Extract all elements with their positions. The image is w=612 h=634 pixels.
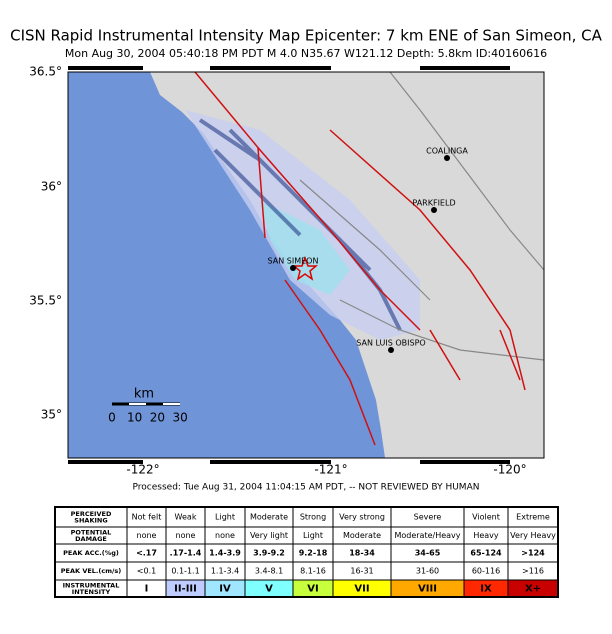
legend-cell-text: >124 <box>521 549 545 558</box>
legend-cell-text: none <box>176 531 196 540</box>
legend-cell-text: 16-31 <box>350 567 373 576</box>
legend-cell-text: >116 <box>522 567 544 576</box>
legend-border <box>54 506 559 598</box>
legend-cell-text: Extreme <box>516 513 550 522</box>
legend-cell-text: Heavy <box>473 531 499 540</box>
epicenter-star <box>291 255 319 281</box>
legend-cell-text: 8.1-16 <box>300 567 326 576</box>
lat-label: 36.5° <box>29 65 62 79</box>
lat-label: 36° <box>41 180 62 194</box>
legend-cell-text: 34-65 <box>415 549 441 558</box>
city-dot <box>431 207 437 213</box>
legend-cell-text: 31-60 <box>416 567 439 576</box>
lon-label: -121° <box>314 463 347 477</box>
legend-cell-text: 65-124 <box>470 549 502 558</box>
legend-cell-text: X+ <box>525 584 541 595</box>
map-title: CISN Rapid Instrumental Intensity Map Ep… <box>10 27 603 45</box>
scale-tick: 10 <box>127 411 142 425</box>
legend-cell-text: Very strong <box>339 513 385 522</box>
legend-cell-text: Severe <box>414 513 442 522</box>
legend-cell-text: Weak <box>175 513 197 522</box>
legend-cell-text: I <box>145 584 149 595</box>
legend-cell-text: Very light <box>250 531 288 540</box>
legend-cell-text: none <box>215 531 235 540</box>
legend-cell-text: VII <box>354 584 369 595</box>
legend-cell-text: Moderate <box>343 531 381 540</box>
legend-cell-text: 3.4-8.1 <box>255 567 283 576</box>
scale-unit: km <box>134 387 154 402</box>
legend-cell-text: 3.9-9.2 <box>253 549 285 558</box>
legend-cell-text: none <box>137 531 157 540</box>
terrain-ridges <box>198 118 402 331</box>
legend-cell-text: Moderate <box>250 513 288 522</box>
city-label: SAN LUIS OBISPO <box>356 339 425 348</box>
legend-cell-text: Violent <box>472 513 500 522</box>
scale-tick: 30 <box>172 411 187 425</box>
legend-cell-text: 1.1-3.4 <box>211 567 239 576</box>
legend-cell-text: Not felt <box>132 513 162 522</box>
legend-cell-text: 18-34 <box>349 549 375 558</box>
legend-cell-text: 1.4-3.9 <box>209 549 241 558</box>
legend-cell-text: <.17 <box>136 549 157 558</box>
legend-cell-text: <0.1 <box>137 567 156 576</box>
city-dot <box>388 347 394 353</box>
legend-cell-text: IV <box>219 584 231 595</box>
legend-cell-text: V <box>265 584 273 595</box>
roads <box>299 71 545 361</box>
lat-label: 35.5° <box>29 294 62 308</box>
legend-cell-text: II-III <box>174 584 197 595</box>
scale-tick: 20 <box>150 411 165 425</box>
processed-note: Processed: Tue Aug 31, 2004 11:04:15 AM … <box>133 483 480 493</box>
lon-label: -122° <box>126 463 159 477</box>
legend-cell-text: .17-1.4 <box>170 549 202 558</box>
legend-cell-text: Very Heavy <box>510 531 556 540</box>
city-dot <box>444 155 450 161</box>
legend-cell-text: Light <box>303 531 323 540</box>
map-frame <box>67 71 545 459</box>
fault-lines <box>194 71 526 446</box>
legend-cell-text: 60-116 <box>472 567 500 576</box>
lon-label: -120° <box>493 463 526 477</box>
scale-tick: 0 <box>108 411 116 425</box>
frame-ticks <box>68 66 510 464</box>
legend-cell-text: 0.1-1.1 <box>171 567 199 576</box>
city-label: COALINGA <box>426 147 468 156</box>
city-label: PARKFIELD <box>412 199 455 208</box>
city-label: SAN SIMEON <box>268 257 319 266</box>
legend-row-header: PEAK VEL.(cm/s) <box>61 567 121 575</box>
legend-cell-text: Moderate/Heavy <box>394 531 460 540</box>
legend-cell-text: Light <box>215 513 235 522</box>
lat-label: 35° <box>41 408 62 422</box>
legend-row-header: PERCEIVED SHAKING <box>71 510 112 525</box>
city-dot <box>290 265 296 271</box>
legend-row-header: PEAK ACC.(%g) <box>63 549 119 557</box>
intensity-zone-high <box>260 200 350 295</box>
legend-cell-text: VIII <box>418 584 437 595</box>
legend-row-header: POTENTIAL DAMAGE <box>71 528 112 543</box>
map-area: km <box>67 66 545 464</box>
legend-row-header: INSTRUMENTAL INTENSITY <box>63 581 120 596</box>
legend-cell-text: Strong <box>300 513 326 522</box>
map-subtitle: Mon Aug 30, 2004 05:40:18 PM PDT M 4.0 N… <box>65 47 547 60</box>
legend-cell-text: VI <box>307 584 318 595</box>
legend-cell-text: IX <box>480 584 492 595</box>
legend-cell-text: 9.2-18 <box>299 549 328 558</box>
